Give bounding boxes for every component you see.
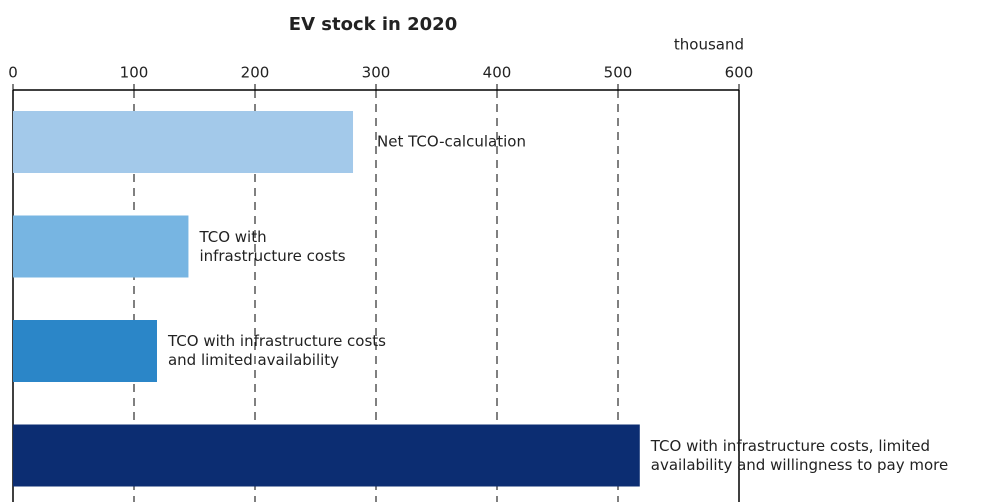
- bar: [13, 215, 189, 278]
- x-tick-label: 500: [604, 64, 633, 82]
- x-tick-label: 400: [483, 64, 512, 82]
- x-tick-label: 200: [241, 64, 270, 82]
- x-tick-label: 600: [725, 64, 754, 82]
- bar: [13, 320, 157, 382]
- axis-unit: thousand: [674, 36, 744, 54]
- bar-label: TCO with infrastructure costs: [199, 227, 346, 265]
- chart-title: EV stock in 2020: [289, 14, 457, 35]
- x-tick-label: 0: [8, 64, 18, 82]
- bar-label: TCO with infrastructure costs, limited a…: [650, 436, 949, 474]
- bar: [13, 424, 640, 487]
- bar-label: TCO with infrastructure costs and limite…: [167, 332, 386, 369]
- x-tick-label: 300: [362, 64, 391, 82]
- x-tick-label: 100: [120, 64, 149, 82]
- bar-label: Net TCO-calculation: [377, 132, 526, 151]
- bar: [13, 111, 354, 173]
